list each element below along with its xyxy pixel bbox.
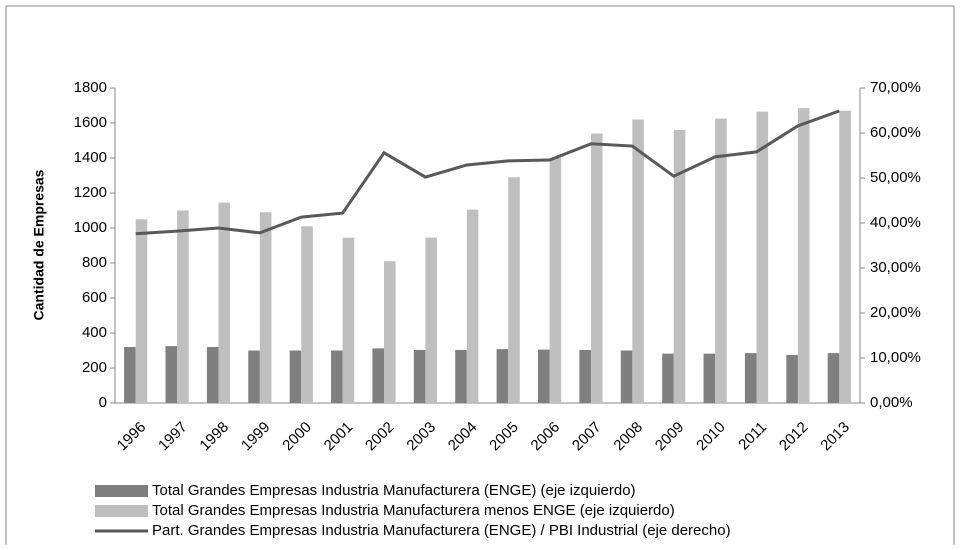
y-tick-label: 1600	[74, 114, 107, 131]
bar	[620, 350, 633, 403]
chart-border	[5, 5, 955, 550]
bar	[372, 348, 385, 403]
y-tick-label: 800	[82, 254, 107, 271]
legend-swatch	[95, 485, 148, 497]
legend-label: Part. Grandes Empresas Industria Manufac…	[152, 522, 731, 539]
bar	[177, 210, 189, 403]
bar	[496, 349, 509, 403]
bar	[537, 349, 550, 403]
y-tick-label: 0	[99, 394, 107, 411]
bar	[342, 237, 355, 403]
bar	[662, 353, 674, 403]
y2-tick-label: 70,00%	[870, 79, 921, 96]
bar	[744, 353, 757, 403]
y2-tick-label: 10,00%	[870, 349, 921, 366]
bar	[218, 202, 231, 403]
bar	[703, 353, 716, 403]
bar	[756, 111, 769, 403]
bar	[797, 108, 810, 403]
y-tick-label: 1400	[74, 149, 107, 166]
bar	[331, 350, 343, 403]
bar	[827, 353, 840, 403]
y2-tick-label: 50,00%	[870, 169, 921, 186]
bar	[455, 349, 467, 403]
bar	[289, 350, 302, 403]
legend-label: Total Grandes Empresas Industria Manufac…	[152, 482, 636, 499]
bar	[508, 177, 520, 403]
y2-tick-label: 40,00%	[870, 214, 921, 231]
bar	[673, 130, 686, 403]
y2-tick-label: 20,00%	[870, 304, 921, 321]
y-axis-title: Cantidad de Empresas	[31, 169, 47, 320]
bar	[425, 237, 438, 403]
bar	[301, 226, 313, 403]
y-tick-label: 600	[82, 289, 107, 306]
bar	[248, 350, 260, 403]
bar	[786, 354, 798, 403]
legend-swatch	[95, 505, 148, 517]
y-tick-label: 400	[82, 324, 107, 341]
bar	[135, 219, 148, 403]
bar	[715, 118, 727, 403]
y-tick-label: 1000	[74, 219, 107, 236]
line-series	[135, 109, 840, 236]
bar	[165, 346, 178, 403]
y2-tick-label: 0,00%	[870, 394, 913, 411]
bar	[579, 349, 591, 403]
bar	[124, 347, 136, 403]
bar	[259, 212, 272, 403]
bar	[206, 347, 219, 403]
y2-tick-label: 30,00%	[870, 259, 921, 276]
legend-label: Total Grandes Empresas Industria Manufac…	[152, 502, 675, 519]
bar	[466, 209, 479, 403]
bar	[413, 349, 426, 403]
y-tick-label: 1800	[74, 79, 107, 96]
bar	[839, 110, 851, 403]
bar	[590, 133, 603, 403]
y-tick-label: 200	[82, 359, 107, 376]
bar	[384, 261, 396, 403]
y2-tick-label: 60,00%	[870, 124, 921, 141]
y-tick-label: 1200	[74, 184, 107, 201]
bar	[549, 158, 562, 403]
bar	[632, 119, 644, 403]
